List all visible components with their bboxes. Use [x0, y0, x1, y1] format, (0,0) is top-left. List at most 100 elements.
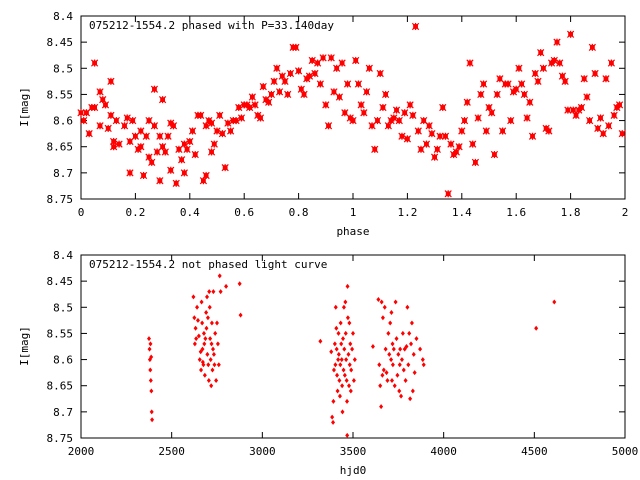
unphased-data-point	[208, 357, 213, 363]
phased-y-tick-label: 8.4	[53, 10, 73, 23]
phased-data-point	[368, 122, 376, 130]
phased-data-point	[96, 122, 104, 130]
phased-data-point	[139, 171, 148, 180]
unphased-data-point	[209, 341, 214, 347]
phased-data-point	[528, 132, 537, 140]
phased-data-point	[273, 64, 281, 72]
unphased-data-point	[196, 333, 201, 339]
unphased-data-point	[330, 414, 335, 420]
unphased-x-tick-label: 3500	[340, 445, 367, 458]
unphased-data-point	[201, 330, 206, 336]
phased-data-point	[447, 140, 455, 148]
phased-data-point	[338, 59, 346, 67]
unphased-data-point	[347, 320, 352, 326]
unphased-data-point	[203, 336, 208, 342]
phased-data-point	[436, 132, 444, 140]
unphased-data-point	[341, 304, 346, 310]
phased-data-point	[594, 124, 602, 133]
phased-data-point	[169, 122, 178, 130]
unphased-data-point	[200, 320, 205, 326]
phased-data-point	[156, 177, 164, 185]
unphased-data-point	[212, 362, 217, 368]
phased-data-point	[158, 96, 167, 104]
phased-data-point	[610, 111, 618, 119]
phased-data-point	[197, 111, 205, 119]
phased-data-point	[471, 158, 480, 167]
unphased-x-tick-label: 4000	[430, 445, 457, 458]
phased-data-point	[498, 127, 507, 135]
phased-data-point	[145, 116, 153, 125]
phased-data-point	[390, 114, 398, 122]
unphased-data-point	[347, 362, 352, 368]
phased-data-point	[422, 140, 431, 148]
unphased-data-point	[407, 330, 412, 336]
phased-data-point	[178, 156, 186, 164]
phased-ticks: 0 0.2 0.4 0.6 0.8 1 1.2 1.4 1.6 1.8 2 8.4 8.45 8.5 8.5…	[47, 10, 629, 219]
phased-data-point	[270, 77, 278, 85]
unphased-data-point	[381, 367, 386, 373]
phased-data-point	[316, 80, 324, 88]
unphased-data-point	[404, 344, 409, 349]
unphased-data-point	[336, 351, 341, 357]
phased-data-point	[539, 64, 548, 72]
phased-data-point	[275, 88, 284, 96]
unphased-data-point	[204, 310, 209, 316]
phased-data-point	[512, 85, 520, 93]
unphased-data-point	[336, 330, 341, 336]
phased-data-point	[360, 109, 368, 117]
phased-data-point	[327, 54, 335, 62]
unphased-ticks: 2000 2500 3000 3500 4000 4500 5000 8.4 8.45 8.5 8.…	[47, 249, 639, 458]
unphased-data-point	[147, 336, 151, 342]
unphased-data-point	[379, 404, 384, 410]
phased-data-point	[376, 69, 384, 78]
phased-data-point	[352, 56, 360, 65]
unphased-data-point	[408, 396, 413, 402]
phased-data-point	[292, 43, 300, 51]
phased-data-point	[561, 77, 569, 85]
unphased-data-point	[191, 294, 196, 300]
phased-data-point	[216, 111, 224, 119]
phased-light-curve-panel: 075212-1554.2 phased with P=33.140day ph…	[18, 10, 628, 238]
phased-data-point	[85, 130, 93, 138]
unphased-data-point	[384, 370, 389, 376]
unphased-data-point	[399, 393, 404, 399]
unphased-data-point	[209, 320, 214, 326]
phased-data-point	[251, 101, 259, 109]
unphased-y-tick-label: 8.7	[53, 406, 73, 419]
unphased-data-point	[343, 330, 348, 336]
unphased-data-point	[338, 362, 343, 368]
phased-data-point	[237, 114, 246, 122]
unphased-data-point	[396, 351, 401, 357]
unphased-light-curve-panel: 075212-1554.2 not phased light curve hjd…	[18, 249, 638, 477]
phased-data-point	[167, 166, 175, 174]
unphased-data-point	[207, 304, 212, 310]
phased-data-point	[414, 127, 422, 135]
phased-data-point	[107, 77, 115, 85]
unphased-data-point	[342, 346, 347, 352]
unphased-data-point	[200, 346, 205, 352]
phased-data-point	[362, 88, 371, 96]
phased-data-point	[188, 127, 197, 135]
unphased-data-point	[331, 398, 336, 404]
phased-x-tick-label: 1.8	[561, 206, 581, 219]
phased-data-point	[403, 135, 412, 143]
phased-y-tick-label: 8.6	[53, 115, 73, 128]
phased-data-point	[129, 116, 137, 125]
phased-y-tick-label: 8.75	[47, 193, 74, 206]
phased-data-point	[504, 80, 512, 88]
unphased-data-point	[202, 372, 207, 378]
phased-data-point	[126, 137, 134, 146]
phased-x-tick-label: 1	[350, 206, 357, 219]
phased-data-point	[281, 77, 289, 85]
unphased-data-points	[147, 273, 557, 438]
phased-data-point	[550, 56, 558, 65]
phased-data-point	[82, 109, 91, 117]
unphased-data-point	[147, 346, 152, 352]
phased-data-point	[221, 164, 229, 172]
phased-data-point	[602, 75, 610, 83]
unphased-x-tick-label: 5000	[612, 445, 639, 458]
unphased-data-point	[403, 377, 408, 383]
phased-data-point	[210, 140, 218, 148]
unphased-data-point	[385, 377, 390, 383]
